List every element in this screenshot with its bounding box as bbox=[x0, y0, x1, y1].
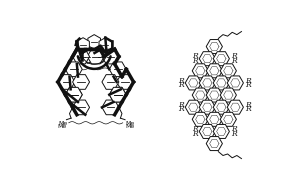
Polygon shape bbox=[206, 137, 223, 151]
Text: Me: Me bbox=[125, 124, 134, 129]
Polygon shape bbox=[65, 87, 82, 102]
Polygon shape bbox=[109, 87, 126, 102]
Polygon shape bbox=[227, 76, 244, 90]
Polygon shape bbox=[213, 124, 230, 139]
Polygon shape bbox=[95, 50, 107, 64]
Polygon shape bbox=[192, 88, 209, 102]
Polygon shape bbox=[185, 100, 201, 114]
Polygon shape bbox=[102, 75, 119, 89]
Polygon shape bbox=[65, 62, 82, 77]
Polygon shape bbox=[102, 49, 119, 64]
Polygon shape bbox=[65, 87, 82, 102]
Text: R: R bbox=[178, 105, 184, 114]
Text: R: R bbox=[192, 130, 198, 138]
Polygon shape bbox=[199, 52, 216, 66]
Polygon shape bbox=[73, 100, 90, 115]
Text: R: R bbox=[231, 57, 237, 65]
Polygon shape bbox=[213, 100, 230, 114]
Text: R: R bbox=[231, 52, 237, 60]
Polygon shape bbox=[185, 76, 201, 90]
Polygon shape bbox=[99, 38, 112, 52]
Text: R: R bbox=[178, 81, 184, 89]
Polygon shape bbox=[206, 40, 223, 53]
Polygon shape bbox=[206, 64, 223, 78]
Polygon shape bbox=[220, 64, 237, 78]
Polygon shape bbox=[73, 75, 90, 89]
Polygon shape bbox=[192, 64, 209, 78]
Polygon shape bbox=[206, 112, 223, 126]
Polygon shape bbox=[199, 76, 216, 90]
Polygon shape bbox=[88, 35, 101, 49]
Polygon shape bbox=[206, 88, 223, 102]
Polygon shape bbox=[213, 52, 230, 66]
Polygon shape bbox=[87, 49, 104, 64]
Text: R: R bbox=[178, 101, 184, 109]
Polygon shape bbox=[102, 100, 119, 115]
Polygon shape bbox=[77, 38, 89, 52]
Polygon shape bbox=[117, 75, 133, 89]
Text: R: R bbox=[245, 81, 251, 89]
Polygon shape bbox=[220, 112, 237, 126]
Text: R: R bbox=[178, 77, 184, 85]
Text: R: R bbox=[245, 105, 251, 114]
Text: R: R bbox=[192, 57, 198, 65]
Text: R: R bbox=[231, 125, 237, 133]
Text: Me: Me bbox=[125, 121, 134, 126]
Text: R: R bbox=[192, 125, 198, 133]
Text: Me: Me bbox=[57, 124, 67, 129]
Text: Me: Me bbox=[59, 121, 68, 126]
Polygon shape bbox=[199, 100, 216, 114]
Text: R: R bbox=[231, 130, 237, 138]
Polygon shape bbox=[199, 124, 216, 139]
Polygon shape bbox=[109, 62, 126, 77]
Text: R: R bbox=[192, 52, 198, 60]
Polygon shape bbox=[109, 87, 126, 102]
Polygon shape bbox=[227, 100, 244, 114]
Polygon shape bbox=[58, 75, 75, 89]
Polygon shape bbox=[220, 88, 237, 102]
Polygon shape bbox=[82, 50, 94, 64]
Text: R: R bbox=[245, 101, 251, 109]
Polygon shape bbox=[192, 112, 209, 126]
Polygon shape bbox=[73, 49, 90, 64]
Text: R: R bbox=[245, 77, 251, 85]
Polygon shape bbox=[213, 76, 230, 90]
